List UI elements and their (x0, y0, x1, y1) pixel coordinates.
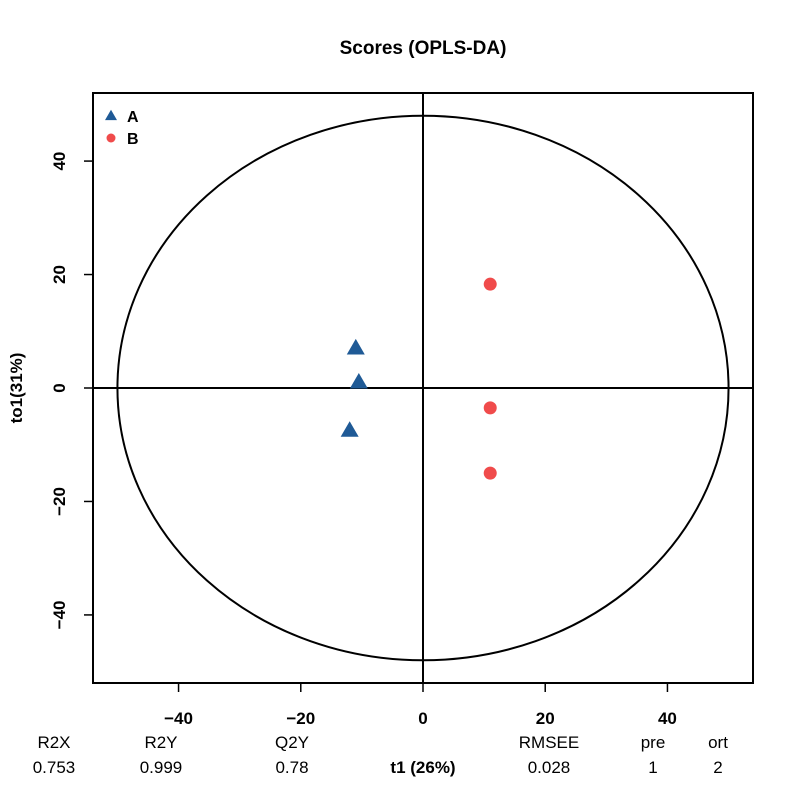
data-point-triangle (349, 372, 368, 389)
y-tick-label: −40 (50, 601, 69, 630)
y-tick-label: −20 (50, 487, 69, 516)
metric-label: Q2Y (275, 733, 309, 752)
x-tick-label: 40 (658, 709, 677, 728)
plot-area (92, 92, 754, 684)
metric-value: 0.78 (275, 758, 308, 777)
x-tick-label: 0 (418, 709, 427, 728)
metric-label: RMSEE (519, 733, 579, 752)
y-tick-label: 20 (50, 265, 69, 284)
data-point-triangle (346, 338, 365, 355)
y-axis-label: to1(31%) (7, 353, 26, 424)
metric-value: 0.028 (528, 758, 571, 777)
metric-value: 2 (713, 758, 722, 777)
chart-title: Scores (OPLS-DA) (340, 38, 507, 59)
model-metrics: R2X 0.753 R2Y 0.999 Q2Y 0.78 RMSEE 0.028 pre 1 ort… (33, 733, 728, 777)
data-point-circle (483, 277, 497, 291)
y-tick-label: 0 (50, 383, 69, 392)
series-A (340, 338, 368, 437)
metric-value: 0.753 (33, 758, 76, 777)
x-axis-ticks: −40 −20 0 20 40 (164, 683, 677, 728)
metric-label: pre (641, 733, 666, 752)
data-point-triangle (340, 421, 359, 437)
legend-marker-triangle (105, 109, 117, 121)
metric-label: ort (708, 733, 728, 752)
x-tick-label: 20 (536, 709, 555, 728)
series-B (483, 277, 497, 480)
y-axis-ticks: −40 −20 0 20 40 (50, 152, 93, 630)
x-tick-label: −20 (286, 709, 315, 728)
y-tick-label: 40 (50, 152, 69, 171)
metric-label: R2X (37, 733, 70, 752)
metric-value: 1 (648, 758, 657, 777)
legend-label: B (127, 131, 139, 148)
metric-label: R2Y (144, 733, 177, 752)
metric-value: 0.999 (140, 758, 183, 777)
legend: AB (105, 109, 139, 148)
data-point-circle (483, 401, 497, 415)
data-point-circle (483, 466, 497, 480)
x-tick-label: −40 (164, 709, 193, 728)
legend-label: A (127, 109, 139, 126)
x-axis-label: t1 (26%) (390, 758, 455, 777)
legend-marker-circle (106, 133, 116, 143)
